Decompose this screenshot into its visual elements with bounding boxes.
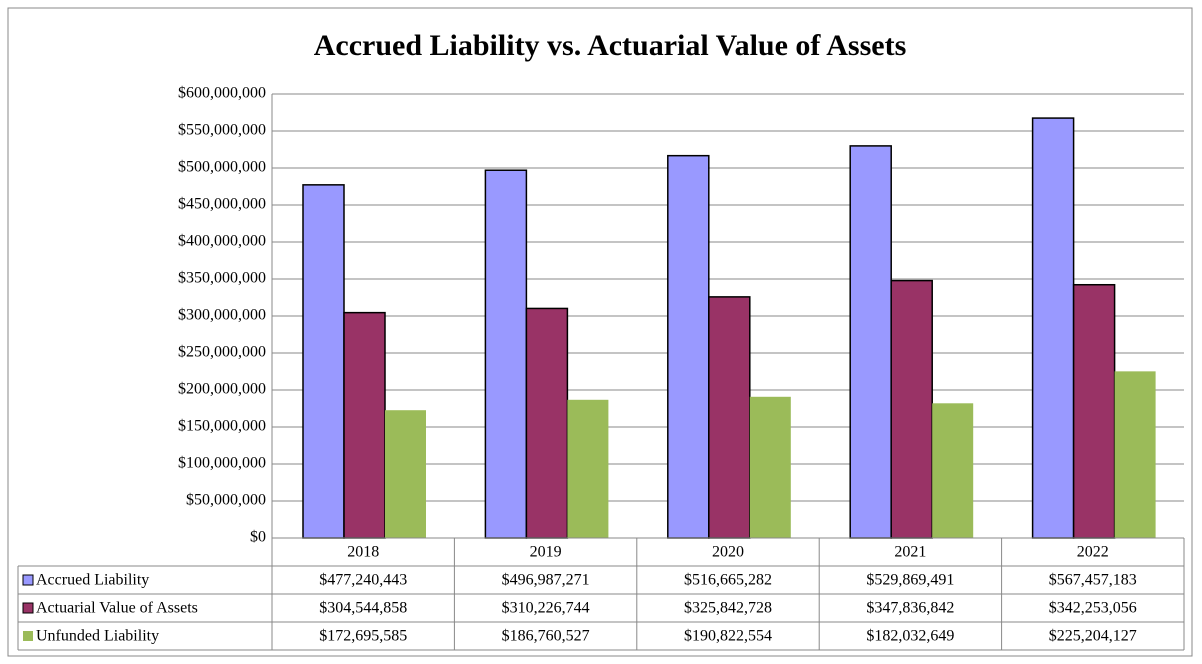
table-value: $347,836,842 xyxy=(866,600,954,617)
x-tick-label: 2018 xyxy=(347,544,379,561)
bar xyxy=(1072,283,1116,539)
legend-label: Accrued Liability xyxy=(36,572,149,589)
y-tick-label: $100,000,000 xyxy=(178,455,266,472)
y-tick-label: $250,000,000 xyxy=(178,344,266,361)
legend-key xyxy=(23,631,33,641)
table-value: $172,695,585 xyxy=(319,628,407,645)
x-tick-label: 2021 xyxy=(894,544,926,561)
x-tick-label: 2020 xyxy=(712,544,744,561)
table-value: $567,457,183 xyxy=(1049,572,1137,589)
bar xyxy=(932,403,974,538)
table-value: $304,544,858 xyxy=(319,600,407,617)
y-tick-label: $550,000,000 xyxy=(178,122,266,139)
table-value: $186,760,527 xyxy=(502,628,590,645)
table-value: $342,253,056 xyxy=(1049,600,1137,617)
bar xyxy=(890,279,933,539)
table-value: $225,204,127 xyxy=(1049,628,1137,645)
bar xyxy=(667,154,710,539)
y-tick-label: $350,000,000 xyxy=(178,270,266,287)
bar xyxy=(385,410,426,538)
bar xyxy=(1114,371,1156,538)
bar xyxy=(1031,117,1075,539)
table-value: $182,032,649 xyxy=(866,628,954,645)
y-tick-label: $0 xyxy=(250,529,266,546)
bar xyxy=(749,396,791,538)
table-value: $529,869,491 xyxy=(866,572,954,589)
table-value: $477,240,443 xyxy=(319,572,407,589)
y-tick-label: $500,000,000 xyxy=(178,159,266,176)
bar xyxy=(708,296,751,539)
bar xyxy=(302,184,345,539)
table-value: $310,226,744 xyxy=(502,600,590,617)
bar xyxy=(343,311,386,539)
y-tick-label: $400,000,000 xyxy=(178,233,266,250)
legend-label: Unfunded Liability xyxy=(36,628,159,645)
x-tick-label: 2022 xyxy=(1077,544,1109,561)
table-value: $190,822,554 xyxy=(684,628,772,645)
y-tick-label: $600,000,000 xyxy=(178,85,266,102)
x-tick-label: 2019 xyxy=(530,544,562,561)
y-tick-label: $50,000,000 xyxy=(186,492,266,509)
table-value: $496,987,271 xyxy=(502,572,590,589)
y-tick-label: $200,000,000 xyxy=(178,381,266,398)
bar xyxy=(567,399,609,538)
legend-key xyxy=(22,574,34,586)
y-tick-label: $150,000,000 xyxy=(178,418,266,435)
bar xyxy=(484,169,528,539)
table-value: $325,842,728 xyxy=(684,600,772,617)
bar xyxy=(525,307,569,539)
chart-title: Accrued Liability vs. Actuarial Value of… xyxy=(314,29,907,62)
y-tick-label: $450,000,000 xyxy=(178,196,266,213)
legend-label: Actuarial Value of Assets xyxy=(36,600,198,617)
y-tick-label: $300,000,000 xyxy=(178,307,266,324)
table-value: $516,665,282 xyxy=(684,572,772,589)
chart-border xyxy=(7,7,1193,657)
legend-key xyxy=(22,602,34,614)
bar xyxy=(849,145,892,539)
